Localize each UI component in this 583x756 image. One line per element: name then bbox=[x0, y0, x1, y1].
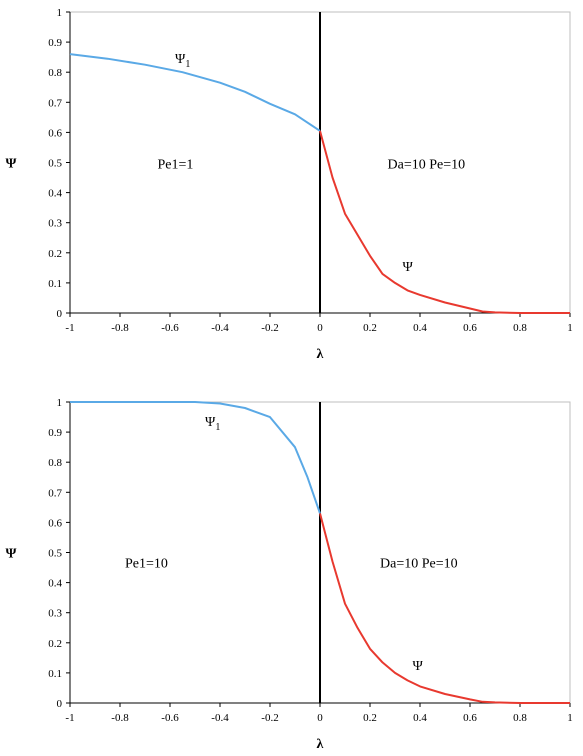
y-axis-title: Ψ bbox=[6, 157, 17, 172]
x-tick-label: 0.8 bbox=[513, 322, 527, 334]
x-tick-label: 0.4 bbox=[413, 712, 427, 724]
annotation-main: Ψ bbox=[205, 415, 216, 430]
x-tick-label: 0 bbox=[317, 322, 323, 334]
x-axis-title: λ bbox=[317, 737, 324, 752]
x-tick-label: 0.8 bbox=[513, 712, 527, 724]
y-tick-label: 0.7 bbox=[48, 487, 62, 499]
y-tick-label: 0.3 bbox=[48, 608, 62, 620]
x-tick-label: -1 bbox=[65, 712, 74, 724]
y-tick-label: 0.6 bbox=[48, 127, 62, 139]
y-tick-label: 0.1 bbox=[48, 278, 62, 290]
annotation-main: Ψ bbox=[175, 52, 186, 67]
x-tick-label: 1 bbox=[567, 712, 573, 724]
y-tick-label: 1 bbox=[57, 7, 63, 19]
y-tick-label: 0.5 bbox=[48, 548, 62, 560]
y-tick-label: 0.7 bbox=[48, 97, 62, 109]
x-axis-title: λ bbox=[317, 347, 324, 362]
x-tick-label: 0.2 bbox=[363, 712, 377, 724]
annotation-label: Da=10 Pe=10 bbox=[388, 158, 466, 173]
y-tick-label: 0.9 bbox=[48, 427, 62, 439]
x-tick-label: -0.6 bbox=[161, 712, 179, 724]
annotation-subscript: 1 bbox=[185, 59, 190, 70]
x-tick-label: -0.6 bbox=[161, 322, 179, 334]
x-tick-label: 1 bbox=[567, 322, 573, 334]
x-tick-label: -0.8 bbox=[111, 322, 129, 334]
x-tick-label: 0.6 bbox=[463, 322, 477, 334]
annotation-label: Da=10 Pe=10 bbox=[380, 557, 458, 572]
y-tick-label: 0 bbox=[57, 308, 63, 320]
chart-top-svg: 0 0.1 0.2 0.3 0.4 0.5 0.6 0.7 0.8 0.9 1 -1 -0.8 -0.6 -… bbox=[6, 7, 573, 362]
annotation-label: Ψ1 bbox=[175, 52, 190, 70]
x-tick-label: -0.2 bbox=[261, 322, 278, 334]
x-tick-label: -0.8 bbox=[111, 712, 129, 724]
annotation-main: Da=10 Pe=10 bbox=[380, 557, 458, 572]
annotation-label: Pe1=10 bbox=[125, 557, 168, 572]
y-tick-label: 0 bbox=[57, 698, 63, 710]
y-tick-label: 0.2 bbox=[48, 638, 62, 650]
annotation-main: Ψ bbox=[403, 260, 414, 275]
y-tick-label: 0.1 bbox=[48, 668, 62, 680]
chart-top: 0 0.1 0.2 0.3 0.4 0.5 0.6 0.7 0.8 0.9 1 -1 -0.8 -0.6 -… bbox=[0, 0, 583, 372]
y-tick-label: 0.8 bbox=[48, 67, 62, 79]
annotation-label: Ψ1 bbox=[205, 415, 220, 433]
series-line-psi bbox=[319, 513, 570, 704]
annotation-main: Pe1=1 bbox=[158, 158, 194, 173]
y-tick-label: 0.9 bbox=[48, 37, 62, 49]
y-axis-title: Ψ bbox=[6, 547, 17, 562]
y-tick-label: 1 bbox=[57, 397, 63, 409]
x-tick-label: 0 bbox=[317, 712, 323, 724]
annotation-subscript: 1 bbox=[215, 422, 220, 433]
x-tick-label: 0.4 bbox=[413, 322, 427, 334]
y-tick-label: 0.8 bbox=[48, 457, 62, 469]
y-tick-label: 0.4 bbox=[48, 578, 62, 590]
chart-bottom-svg: 0 0.1 0.2 0.3 0.4 0.5 0.6 0.7 0.8 0.9 1 -1 -0.8 -0.6 -… bbox=[6, 397, 573, 752]
y-tick-label: 0.4 bbox=[48, 188, 62, 200]
annotation-label: Ψ bbox=[403, 260, 414, 275]
x-tick-label: -0.4 bbox=[211, 712, 229, 724]
y-tick-label: 0.5 bbox=[48, 158, 62, 170]
annotation-main: Pe1=10 bbox=[125, 557, 168, 572]
x-tick-label: -0.4 bbox=[211, 322, 229, 334]
y-tick-label: 0.2 bbox=[48, 248, 62, 260]
x-tick-label: 0.2 bbox=[363, 322, 377, 334]
annotation-label: Ψ bbox=[413, 659, 424, 674]
y-tick-label: 0.6 bbox=[48, 517, 62, 529]
annotation-main: Ψ bbox=[413, 659, 424, 674]
y-tick-label: 0.3 bbox=[48, 218, 62, 230]
x-tick-label: 0.6 bbox=[463, 712, 477, 724]
chart-bottom: 0 0.1 0.2 0.3 0.4 0.5 0.6 0.7 0.8 0.9 1 -1 -0.8 -0.6 -… bbox=[0, 388, 583, 756]
annotation-main: Da=10 Pe=10 bbox=[388, 158, 466, 173]
series-line-psi1 bbox=[70, 401, 321, 514]
series-line-psi bbox=[319, 130, 570, 314]
x-tick-label: -0.2 bbox=[261, 712, 278, 724]
x-tick-label: -1 bbox=[65, 322, 74, 334]
annotation-label: Pe1=1 bbox=[158, 158, 194, 173]
series-line-psi1 bbox=[69, 53, 321, 132]
